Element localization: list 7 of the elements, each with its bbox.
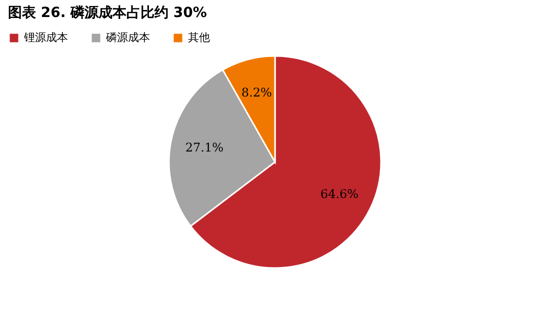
legend-label: 磷源成本 — [105, 31, 150, 44]
legend-label: 其他 — [188, 31, 210, 44]
data-label: 27.1% — [185, 140, 224, 154]
chart-title: 图表 26. 磷源成本占比约 30% — [8, 5, 207, 21]
data-label: 8.2% — [241, 85, 272, 100]
legend-label: 锂源成本 — [23, 31, 68, 44]
data-label: 64.6% — [320, 187, 359, 202]
